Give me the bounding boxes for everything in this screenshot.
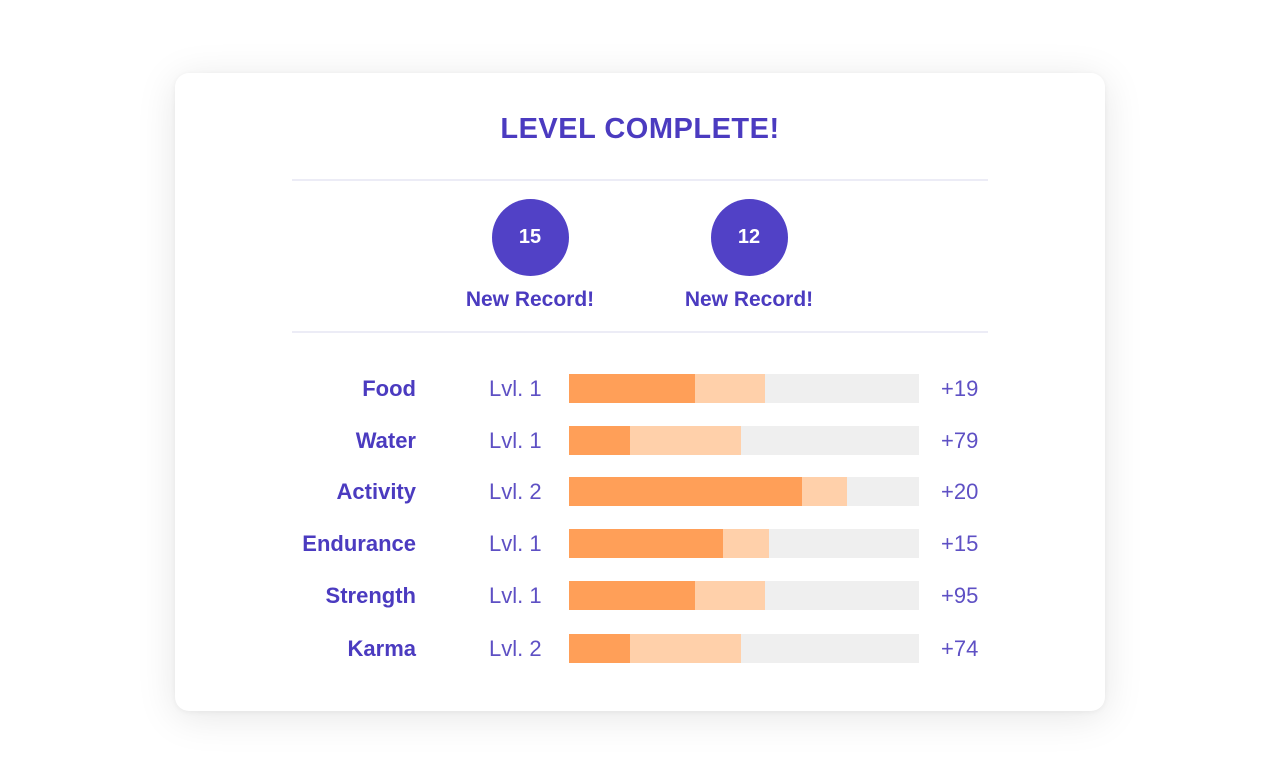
record-badge-1: 15 New Record!	[450, 199, 610, 312]
stat-gain: +74	[941, 636, 979, 661]
progress-bar-fill	[569, 426, 631, 455]
progress-bar	[569, 477, 919, 506]
stat-level: Lvl. 2	[489, 636, 542, 661]
stat-level: Lvl. 1	[489, 376, 542, 401]
progress-bar-fill	[569, 634, 631, 663]
stat-gain: +15	[941, 531, 979, 556]
stat-row-karma: Karma Lvl. 2 +74	[0, 634, 1280, 664]
divider-top	[292, 179, 988, 181]
stat-row-water: Water Lvl. 1 +79	[0, 426, 1280, 456]
stat-level: Lvl. 1	[489, 428, 542, 453]
progress-bar-fill	[569, 529, 723, 558]
stat-gain: +95	[941, 583, 979, 608]
record-value-1: 15	[491, 199, 569, 276]
progress-bar-fill	[569, 477, 802, 506]
stat-level: Lvl. 1	[489, 583, 542, 608]
record-label-2: New Record!	[684, 288, 814, 311]
stat-name: Activity	[336, 479, 416, 504]
stat-level: Lvl. 1	[489, 531, 542, 556]
progress-bar-fill	[569, 581, 695, 610]
progress-bar	[569, 529, 919, 558]
progress-bar	[569, 634, 919, 663]
divider-bottom	[292, 331, 988, 333]
stat-row-food: Food Lvl. 1 +19	[0, 374, 1280, 404]
record-badge-2: 12 New Record!	[669, 199, 829, 312]
progress-bar	[569, 581, 919, 610]
stat-level: Lvl. 2	[489, 479, 542, 504]
stat-gain: +19	[941, 376, 979, 401]
record-value-2: 12	[710, 199, 788, 276]
stat-name: Strength	[325, 583, 416, 608]
stat-row-activity: Activity Lvl. 2 +20	[0, 477, 1280, 507]
stat-gain: +20	[941, 479, 979, 504]
stat-row-strength: Strength Lvl. 1 +95	[0, 581, 1280, 611]
stat-name: Food	[362, 376, 416, 401]
progress-bar	[569, 426, 919, 455]
stat-name: Water	[355, 428, 416, 453]
record-label-1: New Record!	[465, 288, 595, 311]
stat-gain: +79	[941, 428, 979, 453]
progress-bar	[569, 374, 919, 403]
stat-name: Endurance	[302, 531, 416, 556]
progress-bar-fill	[569, 374, 695, 403]
stat-row-endurance: Endurance Lvl. 1 +15	[0, 529, 1280, 559]
page-title: LEVEL COMPLETE!	[500, 113, 780, 145]
stat-name: Karma	[347, 636, 416, 661]
